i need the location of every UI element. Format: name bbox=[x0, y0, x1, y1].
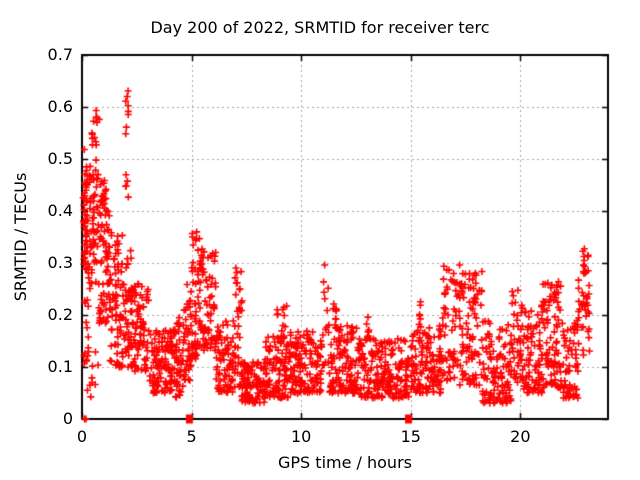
x-axis-label: GPS time / hours bbox=[278, 453, 412, 472]
x-tick-label: 0 bbox=[76, 427, 88, 446]
chart-title: Day 200 of 2022, SRMTID for receiver ter… bbox=[150, 18, 490, 37]
y-tick-label: 0.2 bbox=[47, 305, 73, 324]
y-tick-label: 0.4 bbox=[47, 201, 73, 220]
x-tick-label: 5 bbox=[186, 427, 197, 446]
y-tick-label: 0.7 bbox=[47, 45, 73, 64]
y-tick-label: 0.3 bbox=[47, 253, 73, 272]
y-tick-label: 0.6 bbox=[47, 97, 73, 116]
x-tick-label: 20 bbox=[510, 427, 531, 446]
x-tick-label: 10 bbox=[290, 427, 312, 446]
y-tick-label: 0 bbox=[62, 409, 73, 428]
x-tick-label: 15 bbox=[400, 427, 421, 446]
y-tick-label: 0.5 bbox=[47, 149, 73, 168]
y-tick-label: 0.1 bbox=[47, 357, 73, 376]
